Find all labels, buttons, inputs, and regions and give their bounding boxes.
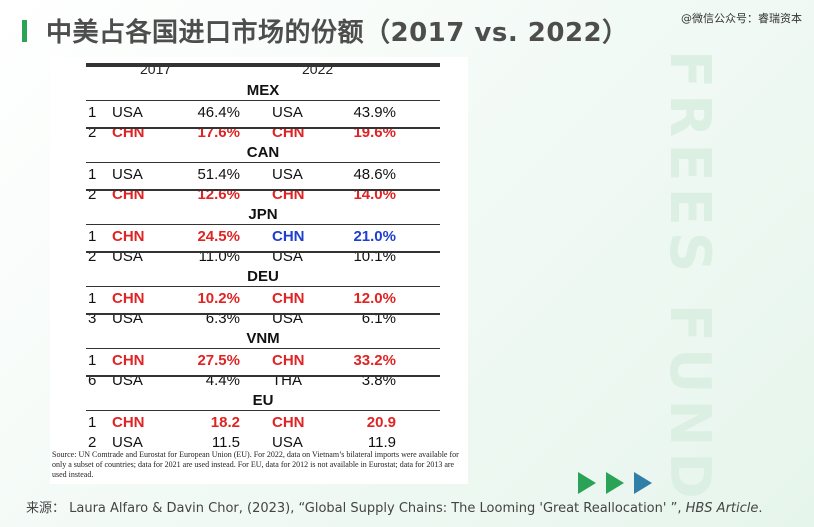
title-accent-bar [22, 20, 27, 42]
rank-cell: 6 [88, 372, 97, 389]
play-arrow-icon [578, 472, 596, 494]
table-row: 1 CHN 27.5% CHN 33.2% [50, 352, 468, 372]
share-2022-cell: 33.2% [353, 352, 396, 369]
section-divider [86, 375, 440, 377]
source-note: Source: UN Comtrade and Eurostat for Eur… [52, 450, 459, 479]
country-2022-cell: CHN [272, 290, 305, 307]
country-name: DEU [247, 268, 279, 285]
watermark-frees-fund: FREES FUND [657, 50, 722, 505]
country-2022-cell: USA [272, 434, 303, 451]
country-2017-cell: USA [112, 166, 143, 183]
share-2017-cell: 10.2% [197, 290, 240, 307]
rank-cell: 2 [88, 186, 97, 203]
share-2022-cell: 12.0% [353, 290, 396, 307]
rank-cell: 1 [88, 352, 97, 369]
country-2022-cell: CHN [272, 228, 305, 245]
country-divider [86, 224, 440, 225]
rank-cell: 2 [88, 248, 97, 265]
rank-cell: 2 [88, 434, 97, 451]
rank-cell: 1 [88, 104, 97, 121]
table-row: 2 USA 11.5 USA 11.9 [50, 434, 468, 454]
country-2017-cell: USA [112, 104, 143, 121]
section-divider [86, 313, 440, 315]
share-2017-cell: 46.4% [197, 104, 240, 121]
table-row: 1 CHN 18.2 CHN 20.9 [50, 414, 468, 434]
footer-article-type: HBS Article [685, 501, 759, 516]
table-row: 1 USA 51.4% USA 48.6% [50, 166, 468, 186]
share-2017-cell: 11.5 [211, 434, 240, 451]
country-2017-cell: CHN [112, 228, 145, 245]
header-divider [86, 63, 440, 65]
table-row: 1 CHN 24.5% CHN 21.0% [50, 228, 468, 248]
country-divider [86, 348, 440, 349]
country-divider [86, 162, 440, 163]
country-divider [86, 410, 440, 411]
share-2022-cell: 43.9% [353, 104, 396, 121]
rank-cell: 1 [88, 290, 97, 307]
footer-suffix: . [758, 501, 763, 516]
country-2022-cell: USA [272, 104, 303, 121]
table-row: 1 CHN 10.2% CHN 12.0% [50, 290, 468, 310]
country-name: EU [252, 392, 274, 409]
table-row: 1 USA 46.4% USA 43.9% [50, 104, 468, 124]
rank-cell: 2 [88, 124, 97, 141]
rank-cell: 1 [88, 414, 97, 431]
play-arrow-icon [606, 472, 624, 494]
rank-cell: 1 [88, 228, 97, 245]
country-2017-cell: CHN [112, 290, 145, 307]
country-name: JPN [248, 206, 278, 223]
country-2017-cell: USA [112, 434, 143, 451]
country-divider [86, 100, 440, 101]
section-divider [86, 189, 440, 191]
watermark-wechat: @微信公众号：睿瑞资本 [681, 12, 802, 25]
share-2017-cell: 51.4% [197, 166, 240, 183]
section-divider [86, 65, 440, 67]
rank-cell: 1 [88, 166, 97, 183]
footer-citation: 来源： Laura Alfaro & Davin Chor, (2023), “… [26, 501, 686, 516]
country-divider [86, 286, 440, 287]
page-title: 中美占各国进口市场的份额（2017 vs. 2022） [46, 18, 629, 48]
section-divider [86, 251, 440, 253]
share-2022-cell: 11.9 [367, 434, 396, 451]
import-share-table: 2017 2022 MEX 1 USA 46.4% USA 43.9% 2 CHN 17.6% C… [50, 57, 468, 484]
section-divider [86, 127, 440, 129]
country-2022-cell: CHN [272, 352, 305, 369]
play-arrow-icon [634, 472, 652, 494]
rank-cell: 3 [88, 310, 97, 327]
share-2017-cell: 18.2 [210, 414, 240, 431]
source-footer: 来源： Laura Alfaro & Davin Chor, (2023), “… [26, 497, 763, 516]
country-name: MEX [246, 82, 280, 99]
country-2022-cell: USA [272, 166, 303, 183]
share-2022-cell: 20.9 [366, 414, 396, 431]
share-2017-cell: 27.5% [197, 352, 240, 369]
country-2017-cell: CHN [112, 352, 145, 369]
share-2022-cell: 21.0% [353, 228, 396, 245]
share-2017-cell: 24.5% [197, 228, 240, 245]
country-name: VNM [246, 330, 280, 347]
share-2022-cell: 48.6% [353, 166, 396, 183]
country-2022-cell: CHN [272, 414, 305, 431]
country-2017-cell: CHN [112, 414, 145, 431]
country-name: CAN [246, 144, 280, 161]
